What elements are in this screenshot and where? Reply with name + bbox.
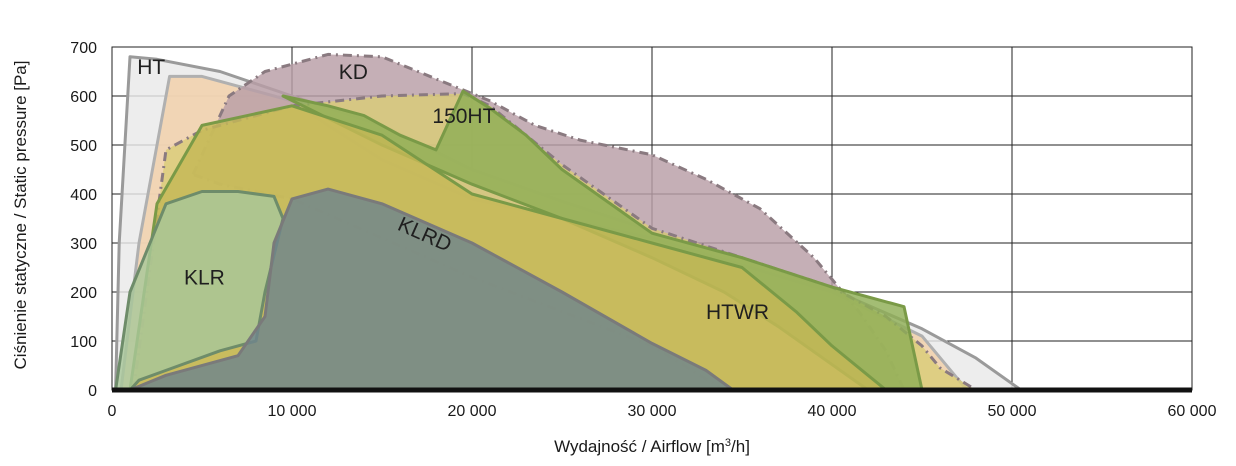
series-areas [114,52,1023,392]
series-area-7 [128,187,735,392]
x-tick-labels: 0 10 000 20 000 30 000 40 000 50 000 60 000 [108,403,1217,420]
y-tick-label-2: 200 [70,285,97,302]
y-tick-label-1: 100 [70,334,97,351]
x-tick-label-1: 10 000 [268,403,317,420]
x-tick-label-6: 60 000 [1168,403,1217,420]
x-axis-title: Wydajność / Airflow [m3/h] [554,437,750,456]
x-tick-label-3: 30 000 [628,403,677,420]
x-tick-label-0: 0 [108,403,117,420]
series-label-4: 150HT [432,105,495,128]
series-label-6: KLR [184,267,225,290]
y-tick-label-7: 700 [70,40,97,57]
x-tick-label-5: 50 000 [988,403,1037,420]
axes [111,46,1193,393]
y-tick-labels: 0 100 200 300 400 500 600 700 [70,40,97,400]
y-tick-label-4: 400 [70,187,97,204]
y-tick-label-3: 300 [70,236,97,253]
y-tick-label-5: 500 [70,138,97,155]
series-label-2: KD [339,61,368,84]
x-tick-label-2: 20 000 [448,403,497,420]
series-label-0: HT [137,56,165,79]
y-axis-title: Ciśnienie statyczne / Static pressure [P… [11,61,30,370]
series-label-5: HTWR [706,301,769,324]
y-tick-label-6: 600 [70,89,97,106]
y-tick-label-0: 0 [88,383,97,400]
x-tick-label-4: 40 000 [808,403,857,420]
